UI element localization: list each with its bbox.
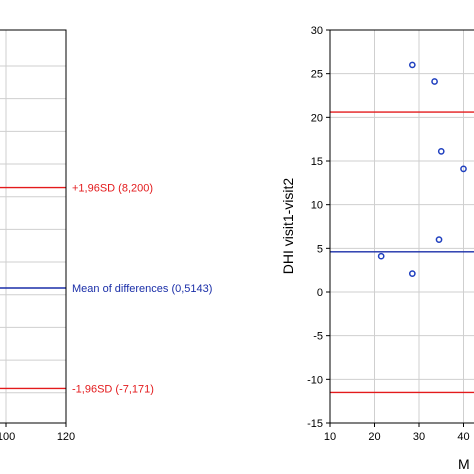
data-point xyxy=(431,78,438,85)
left-x-tick-label: 120 xyxy=(57,431,75,443)
data-point xyxy=(437,148,445,155)
right-x-tick-label: 30 xyxy=(413,431,425,443)
right-y-tick-label: 10 xyxy=(311,200,323,212)
left-x-ticks: 100 120 xyxy=(0,423,75,443)
right-y-tick-label: 15 xyxy=(311,156,323,168)
right-data-points xyxy=(377,61,467,278)
right-y-tick-label: 0 xyxy=(317,287,323,299)
x-axis-title: M xyxy=(458,456,470,472)
right-x-tick-label: 10 xyxy=(324,431,336,443)
right-plot-panel: 30 25 20 15 10 5 0 -5 -10 -15 10 20 30 40 DHI visit1… xyxy=(280,25,474,472)
left-plot-panel: 100 120 +1,96SD (8,200) Mean of difference… xyxy=(0,29,212,443)
right-x-tick-label: 20 xyxy=(368,431,380,443)
right-y-tick-label: 20 xyxy=(311,112,323,124)
right-y-tick-label: -5 xyxy=(313,331,323,343)
right-reference-lines xyxy=(330,111,474,394)
y-axis-title: DHI visit1-visit2 xyxy=(280,178,296,275)
right-y-ticks: 30 25 20 15 10 5 0 -5 -10 -15 xyxy=(307,25,330,430)
left-reference-line-label: -1,96SD (-7,171) xyxy=(72,383,154,395)
right-y-tick-label: 30 xyxy=(311,25,323,37)
right-plot-area xyxy=(329,29,474,424)
left-reference-line-label: +1,96SD (8,200) xyxy=(72,183,153,195)
right-y-tick-label: 5 xyxy=(317,243,323,255)
left-line-labels: +1,96SD (8,200) Mean of differences (0,51… xyxy=(72,183,212,396)
data-point xyxy=(460,165,467,173)
left-reference-line-label: Mean of differences (0,5143) xyxy=(72,283,212,295)
right-y-tick-label: -10 xyxy=(307,374,323,386)
data-point xyxy=(377,252,385,260)
left-plot-area xyxy=(0,29,67,424)
right-grid xyxy=(329,29,474,424)
left-reference-lines xyxy=(0,186,66,390)
data-point xyxy=(435,236,443,243)
data-point xyxy=(408,61,416,69)
right-x-tick-label: 40 xyxy=(457,431,469,443)
right-y-tick-label: -15 xyxy=(307,418,323,430)
right-x-ticks: 10 20 30 40 xyxy=(324,423,470,443)
right-y-tick-label: 25 xyxy=(311,69,323,81)
left-grid xyxy=(0,30,66,423)
left-x-tick-label: 100 xyxy=(0,431,15,443)
data-point xyxy=(408,270,416,278)
